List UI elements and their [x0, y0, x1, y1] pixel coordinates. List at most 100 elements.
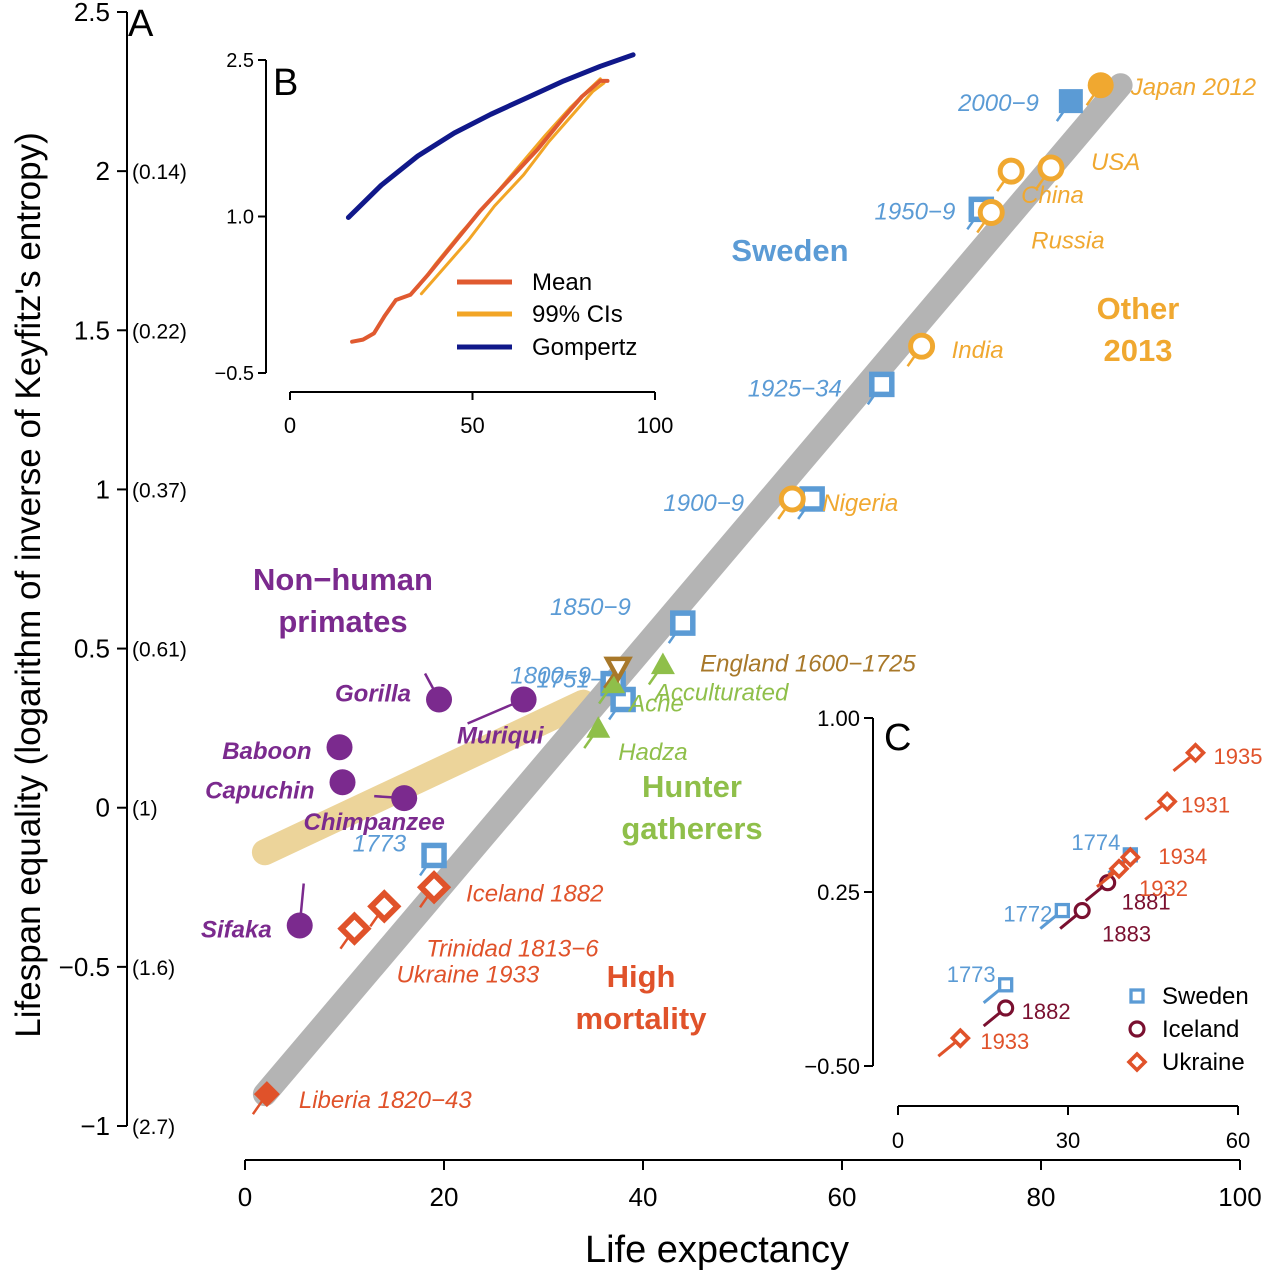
group-label-other-line1: Other [1097, 291, 1180, 326]
inset-b-x-tick-label: 50 [460, 413, 484, 438]
inset-c-marker-ukraine-1932 [1108, 858, 1130, 880]
marker-primates-muriqui [510, 686, 537, 713]
point-label-chimpanzee: Chimpanzee [304, 809, 445, 836]
point-label-ukraine-1933: Ukraine 1933 [396, 962, 539, 989]
panel-label-c: C [884, 717, 911, 759]
marker-other-2013-china [997, 157, 1025, 185]
point-label-1950-9: 1950−9 [875, 198, 956, 225]
marker-primates-baboon [326, 734, 353, 761]
inset-b-line-ci-lower [419, 81, 606, 296]
y-axis-title: Lifespan equality (logarithm of inverse … [9, 132, 48, 1037]
point-label-1850-9: 1850−9 [550, 594, 631, 621]
y-secondary-tick-label: (0.37) [132, 479, 187, 502]
x-tick-label: 0 [238, 1182, 252, 1212]
y-tick-label: −0.5 [59, 952, 110, 982]
inset-c-x-tick-label: 60 [1226, 1128, 1250, 1153]
inset-c-point-label-1882: 1882 [1022, 999, 1071, 1024]
y-tick-label: −1 [80, 1111, 110, 1141]
y-secondary-tick-label: (1.6) [132, 957, 175, 980]
inset-c-point-label-1773: 1773 [947, 962, 996, 987]
marker-high-mortality-ukraine-1933 [337, 911, 372, 946]
inset-c-legend-marker-ukraine [1126, 1051, 1148, 1073]
panel-label-b: B [273, 62, 298, 104]
point-label-ache: Ache [627, 691, 684, 718]
group-label-highmort-line1: High [607, 959, 676, 994]
y-tick-label: 0.5 [74, 634, 110, 664]
point-label-2000-9: 2000−9 [957, 90, 1039, 117]
inset-b-x-tick-label: 0 [284, 413, 296, 438]
y-secondary-tick-label: (0.22) [132, 320, 187, 343]
inset-b-legend-label-ci-upper: 99% CIs [532, 301, 623, 328]
marker-primates-capuchin [329, 769, 356, 796]
inset-c-point-label-1934: 1934 [1158, 844, 1207, 869]
y-secondary-tick-label: (2.7) [132, 1116, 175, 1139]
point-label-japan-2012: Japan 2012 [1130, 74, 1256, 101]
y-tick-label: 0 [96, 793, 110, 823]
point-label-trinidad-1813-6: Trinidad 1813−6 [426, 935, 599, 962]
group-label-primates-line2: primates [278, 604, 407, 639]
marker-other-2013-japan-2012 [1087, 72, 1114, 99]
y-tick-label: 1 [96, 474, 110, 504]
marker-hunter-hadza [586, 716, 611, 738]
point-label-acculturated: Acculturated [653, 679, 789, 706]
x-axis-title: Life expectancy [585, 1229, 849, 1270]
marker-primates-gorilla [426, 686, 453, 713]
point-label-india: India [952, 337, 1004, 364]
panel-b-inset: −0.5 1.0 2.5 0 50 100 B Mean 99% CIs Gompertz [215, 50, 674, 438]
point-label-nigeria: Nigeria [822, 490, 898, 517]
primate-band [251, 689, 597, 866]
marker-sweden-1850-9 [670, 610, 696, 636]
panel-a: −1−0.500.511.522.5(2.7)(1.6)(1)(0.61)(0.… [9, 0, 1262, 1270]
marker-high-mortality-trinidad-1813-6 [367, 889, 402, 924]
y-secondary-tick-label: (1) [132, 798, 158, 821]
inset-c-y-tick-label: −0.50 [804, 1054, 860, 1079]
marker-sweden-1925-34 [869, 371, 895, 398]
group-label-other-line2: 2013 [1104, 333, 1173, 368]
inset-c-legend-label-ukraine: Ukraine [1162, 1049, 1245, 1076]
marker-primates-chimpanzee [391, 785, 418, 812]
group-label-hunter-line2: gatherers [621, 811, 762, 846]
x-tick-label: 60 [828, 1182, 857, 1212]
group-label-primates-line1: Non−human [253, 562, 433, 597]
trend-line [252, 73, 1133, 1107]
x-tick-label: 20 [430, 1182, 459, 1212]
marker-sweden-1773 [421, 842, 447, 869]
inset-c-marker-ukraine-1931 [1156, 790, 1178, 813]
inset-b-line-gompertz [345, 52, 636, 220]
inset-b-line-mean [350, 78, 610, 344]
inset-c-point-label-1881: 1881 [1122, 890, 1171, 915]
y-secondary-tick-label: (0.14) [132, 161, 187, 184]
inset-c-point-label-1932: 1932 [1139, 876, 1188, 901]
y-secondary-tick-label: (0.61) [132, 639, 187, 662]
point-label-china: China [1021, 182, 1084, 209]
group-label-sweden: Sweden [731, 233, 848, 268]
inset-c-x-tick-label: 0 [892, 1128, 904, 1153]
inset-c-point-label-1935: 1935 [1214, 744, 1263, 769]
inset-b-y-tick-label: 1.0 [226, 207, 254, 229]
inset-c-y-tick-label: 1.00 [817, 706, 860, 731]
inset-c-point-label-1931: 1931 [1181, 793, 1230, 818]
inset-c-legend-marker-sweden [1129, 988, 1145, 1004]
inset-c-marker-sweden-1773 [998, 977, 1014, 993]
inset-c-point-label-1772: 1772 [1003, 902, 1052, 927]
marker-other-2013-russia [977, 199, 1005, 226]
point-label-gorilla: Gorilla [335, 680, 411, 707]
point-label-liberia-1820-43: Liberia 1820−43 [299, 1087, 472, 1114]
marker-england-england-1600-1725 [603, 656, 633, 684]
marker-other-2013-nigeria [778, 485, 806, 513]
point-label-usa: USA [1091, 149, 1140, 176]
y-tick-label: 1.5 [74, 315, 110, 345]
x-tick-label: 100 [1218, 1182, 1261, 1212]
inset-c-x-tick-label: 30 [1056, 1128, 1080, 1153]
inset-c-point-label-1883: 1883 [1102, 922, 1151, 947]
point-label-england-1600-1725: England 1600−1725 [700, 651, 916, 678]
group-label-hunter-line1: Hunter [642, 769, 742, 804]
x-tick-label: 40 [629, 1182, 658, 1212]
inset-c-point-label-1933: 1933 [980, 1029, 1029, 1054]
inset-c-marker-iceland-1883 [1073, 901, 1091, 920]
marker-hunter-acculturated [650, 652, 675, 675]
inset-b-legend-label-mean: Mean [532, 269, 592, 296]
marker-sweden-2000-9 [1058, 89, 1083, 114]
panel-c-inset: −0.50 0.25 1.00 0 30 60 C 1774 1772 1773 1881 1883 1… [804, 706, 1262, 1153]
